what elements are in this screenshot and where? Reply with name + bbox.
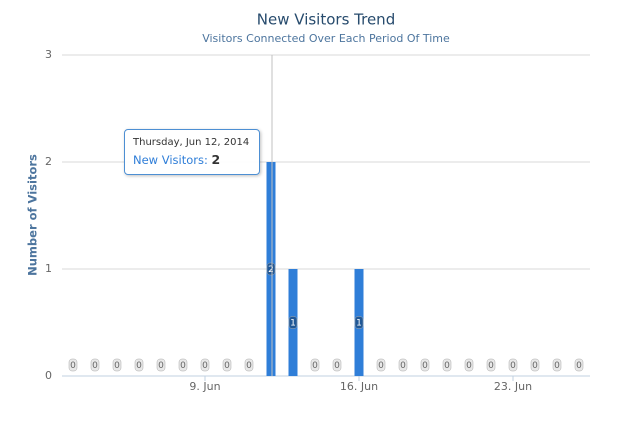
data-label: 0 (312, 361, 318, 371)
data-label-box (200, 358, 210, 372)
data-label: 0 (246, 361, 252, 371)
data-label-box (310, 358, 320, 372)
data-label-box (244, 358, 254, 372)
data-label-box (354, 316, 364, 329)
x-tick-label: 16. Jun (340, 380, 378, 393)
x-tick-label: 9. Jun (189, 380, 220, 393)
data-label-box (332, 358, 342, 372)
data-label-box (508, 358, 518, 372)
data-label-box (442, 358, 452, 372)
data-label: 0 (488, 361, 494, 371)
data-label-box (464, 358, 474, 372)
data-label-box (90, 358, 100, 372)
data-label-box (222, 358, 232, 372)
data-label: 0 (510, 361, 516, 371)
data-label: 0 (334, 361, 340, 371)
data-label: 0 (466, 361, 472, 371)
data-label-box (574, 358, 584, 372)
tooltip-label: New Visitors: (133, 153, 208, 167)
data-label: 0 (576, 361, 582, 371)
data-label-box (266, 262, 276, 276)
data-label-box (552, 358, 562, 372)
data-label: 0 (114, 361, 120, 371)
x-tick-label: 23. Jun (494, 380, 532, 393)
data-label: 0 (202, 361, 208, 371)
data-label-box (486, 358, 496, 372)
data-label-box (376, 358, 386, 372)
y-tick-label: 1 (45, 262, 52, 275)
data-label: 0 (378, 361, 384, 371)
data-label: 2 (268, 265, 274, 275)
data-label-box (288, 316, 298, 329)
tooltip-value: 2 (211, 152, 221, 167)
chart-title: New Visitors Trend (257, 11, 395, 29)
data-label: 0 (224, 361, 230, 371)
data-label: 0 (180, 361, 186, 371)
data-label: 0 (532, 361, 538, 371)
data-label: 0 (92, 361, 98, 371)
data-label: 0 (400, 361, 406, 371)
tooltip-line: New Visitors: 2 (133, 152, 251, 167)
data-label: 0 (444, 361, 450, 371)
chart-subtitle: Visitors Connected Over Each Period Of T… (202, 32, 450, 45)
data-label-box (134, 358, 144, 372)
data-label-box (112, 358, 122, 372)
data-label-box (178, 358, 188, 372)
bar (266, 162, 276, 376)
data-label: 1 (290, 319, 296, 329)
data-label: 1 (356, 319, 362, 329)
data-label-box (398, 358, 408, 372)
y-axis-label: Number of Visitors (26, 154, 40, 276)
tooltip: Thursday, Jun 12, 2014 New Visitors: 2 (124, 129, 260, 175)
y-tick-label: 2 (45, 155, 52, 168)
data-label-box (156, 358, 166, 372)
y-tick-label: 0 (45, 369, 52, 382)
data-label: 0 (554, 361, 560, 371)
tooltip-date: Thursday, Jun 12, 2014 (133, 137, 250, 148)
data-label-box (420, 358, 430, 372)
data-label: 0 (70, 361, 76, 371)
data-label-box (68, 358, 78, 372)
bar (354, 269, 364, 376)
data-label: 0 (136, 361, 142, 371)
data-label: 0 (158, 361, 164, 371)
bar (288, 269, 298, 376)
y-tick-label: 3 (45, 48, 52, 61)
data-label-box (530, 358, 540, 372)
data-label: 0 (422, 361, 428, 371)
